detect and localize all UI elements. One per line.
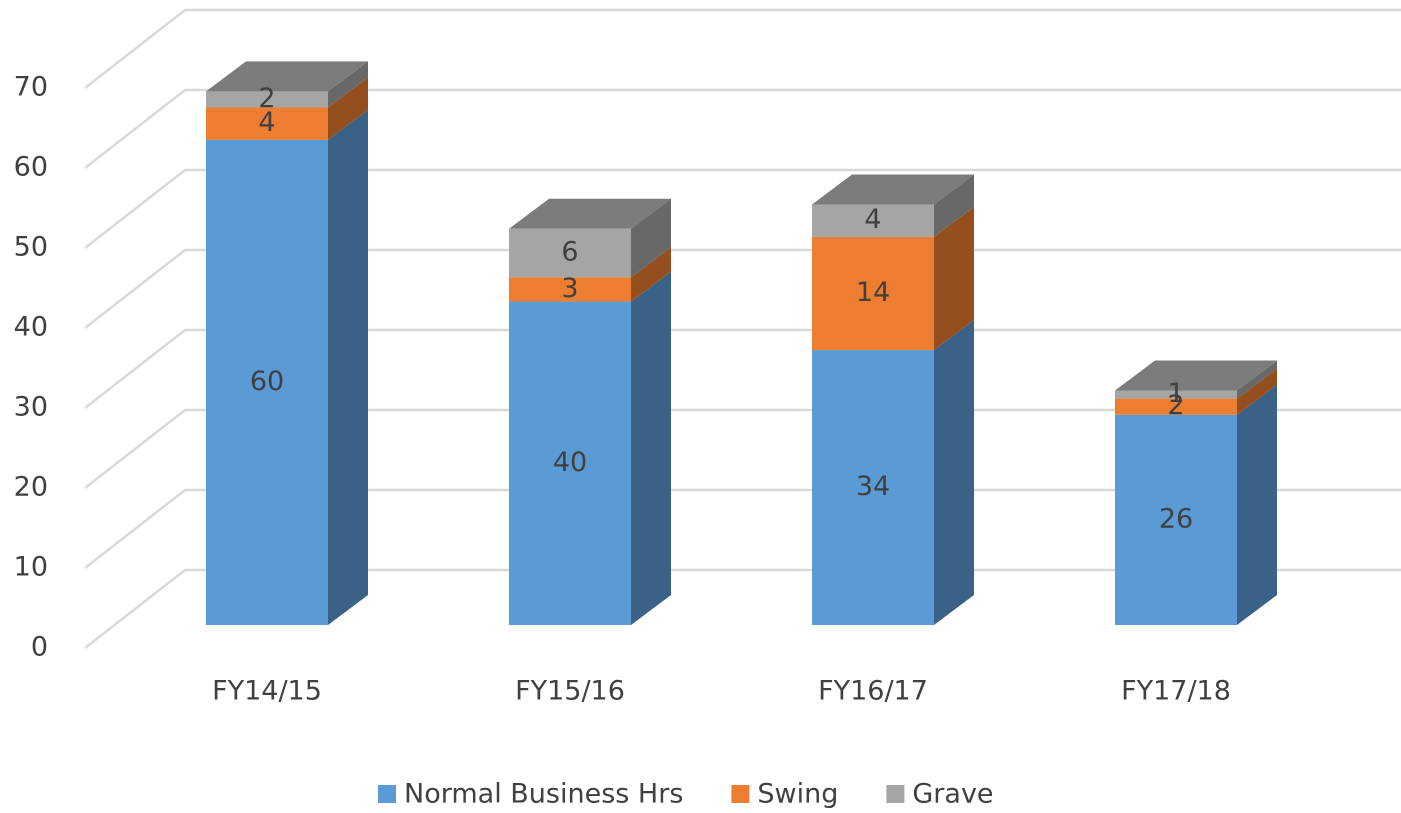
data-label: 3	[561, 273, 578, 304]
grid-line	[84, 8, 1401, 89]
data-label: 2	[1167, 390, 1184, 421]
grid-line	[84, 88, 1401, 169]
bar	[812, 350, 934, 625]
x-tick-label: FY17/18	[1121, 676, 1231, 707]
y-tick-label: 30	[14, 392, 48, 423]
bar-top	[812, 174, 974, 205]
data-label: 2	[258, 83, 275, 114]
data-label: 40	[553, 447, 587, 478]
x-tick-label: FY16/17	[818, 676, 928, 707]
grid-line	[84, 328, 1401, 409]
y-tick-label: 0	[31, 632, 48, 663]
x-tick-label: FY14/15	[212, 676, 322, 707]
bar	[206, 139, 328, 625]
data-label: 6	[561, 237, 578, 268]
legend-swatch	[731, 785, 750, 803]
bar	[812, 236, 934, 351]
bar	[206, 107, 328, 140]
data-label: 26	[1159, 503, 1193, 534]
bar	[206, 91, 328, 108]
bar-side	[631, 198, 671, 278]
bars	[206, 61, 1277, 626]
bar-side	[1237, 384, 1277, 625]
bar	[509, 301, 631, 625]
labels: 010203040506070FY14/156042FY15/164036FY1…	[14, 72, 1231, 810]
bar	[509, 228, 631, 278]
grid-line	[84, 168, 1401, 249]
data-label: 4	[864, 204, 881, 235]
bar-top	[1115, 360, 1277, 391]
bar-side	[631, 271, 671, 625]
legend-label: Normal Business Hrs	[404, 779, 683, 810]
data-label: 60	[250, 366, 284, 397]
grid	[84, 8, 1401, 649]
y-tick-label: 60	[14, 152, 48, 183]
bar-side	[631, 247, 671, 302]
bar-side	[328, 61, 368, 108]
y-tick-label: 20	[14, 472, 48, 503]
data-label: 4	[258, 107, 275, 138]
legend-label: Swing	[757, 779, 838, 810]
bar-side	[328, 77, 368, 140]
grid-line	[84, 248, 1401, 329]
data-label: 14	[856, 277, 890, 308]
bar-side	[934, 174, 974, 237]
bar	[1115, 398, 1237, 415]
bar-side	[1237, 360, 1277, 399]
bar	[1115, 414, 1237, 625]
legend-swatch	[378, 785, 396, 803]
bar-top	[509, 198, 671, 229]
x-tick-label: FY15/16	[515, 676, 625, 707]
grid-line	[84, 568, 1401, 649]
bar	[812, 204, 934, 237]
bar-side	[328, 109, 368, 626]
bar-top	[206, 61, 368, 92]
y-tick-label: 40	[14, 312, 48, 343]
bar-side	[1237, 368, 1277, 415]
legend-label: Grave	[912, 779, 993, 810]
bar	[509, 277, 631, 302]
bar-side	[934, 206, 974, 351]
y-tick-label: 10	[14, 552, 48, 583]
grid-line	[84, 488, 1401, 569]
bar-side	[934, 320, 974, 625]
legend-swatch	[886, 785, 905, 803]
y-tick-label: 70	[14, 72, 48, 103]
grid-line	[84, 408, 1401, 489]
data-label: 1	[1167, 378, 1184, 409]
data-label: 34	[856, 471, 890, 502]
bar	[1115, 390, 1237, 399]
y-tick-label: 50	[14, 232, 48, 263]
